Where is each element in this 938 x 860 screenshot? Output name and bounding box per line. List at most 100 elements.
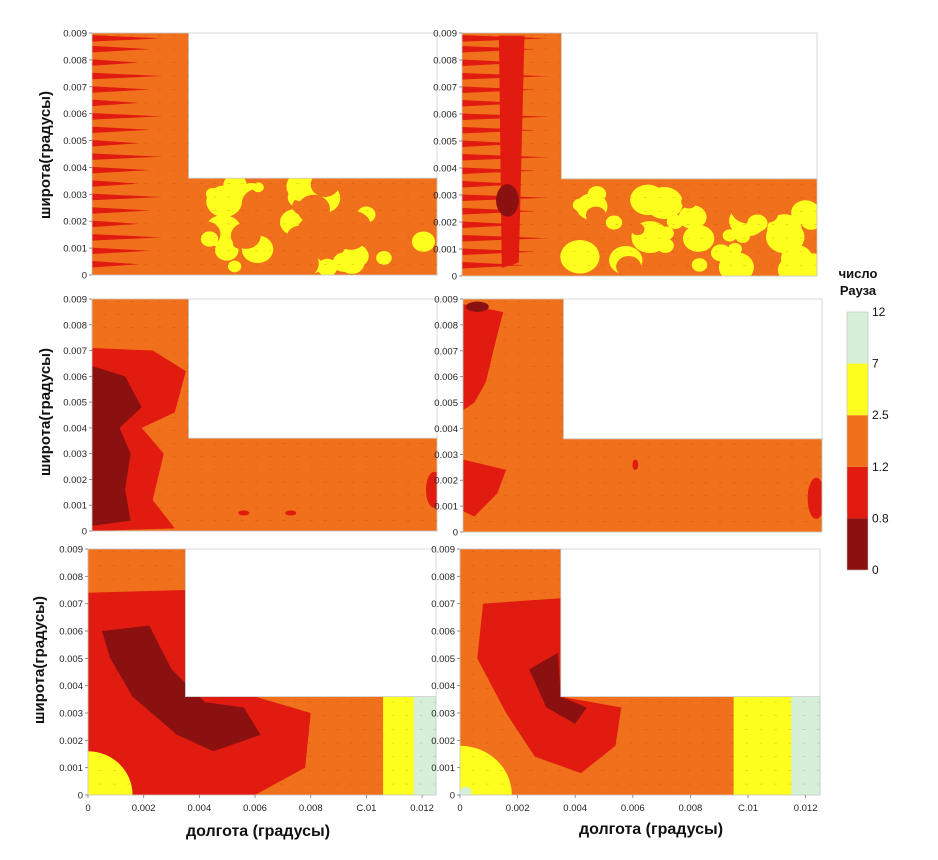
contour-patch — [605, 215, 623, 230]
y-tick-label: 0.006 — [434, 372, 458, 383]
contour-streak — [92, 180, 139, 187]
y-tick-label: 0.008 — [434, 320, 458, 331]
contour-streak — [92, 193, 161, 201]
contour-patch — [343, 187, 362, 203]
contour-patch — [666, 214, 684, 230]
y-tick-label: 0.003 — [59, 709, 83, 720]
contour-streak — [462, 99, 525, 107]
colorbar-tick-label: 12 — [872, 305, 886, 319]
y-axis-title-row3: широта(градусы) — [31, 596, 48, 724]
y-tick-label: 0.009 — [434, 295, 458, 306]
contour-patch — [722, 229, 737, 242]
y-tick-label: 0.007 — [63, 346, 87, 357]
y-tick-label: 0.006 — [63, 372, 87, 383]
x-tick-label: 0.004 — [563, 803, 587, 814]
contour-region — [465, 301, 489, 312]
y-tick-label: 0.007 — [431, 599, 455, 610]
contour-streak — [92, 59, 139, 66]
y-tick-label: 0.002 — [59, 736, 83, 747]
y-tick-label: 0.005 — [59, 654, 83, 665]
y-tick-label: 0 — [450, 791, 455, 802]
contour-region — [88, 751, 133, 795]
contour-patch — [280, 246, 319, 275]
panel-contours — [463, 299, 822, 532]
y-tick-label: 0.008 — [433, 56, 457, 67]
contour-streak — [462, 86, 536, 93]
contour-patch — [271, 233, 286, 246]
colorbar-title-line1: число — [839, 266, 878, 281]
contour-streak — [92, 126, 150, 134]
contour-region — [425, 471, 437, 508]
colorbar-tick-label: 2.5 — [872, 408, 889, 422]
x-tick-label: 0.012 — [794, 803, 818, 814]
y-tick-label: 0.005 — [431, 654, 455, 665]
contour-region — [463, 304, 504, 411]
y-tick-label: 0.006 — [431, 627, 455, 638]
y-tick-label: 0.009 — [63, 295, 87, 306]
x-tick-label: C.01 — [356, 803, 376, 814]
x-tick-label: 0.008 — [299, 803, 323, 814]
colorbar-tick-label: 0.8 — [872, 511, 889, 525]
y-tick-label: 0.009 — [431, 545, 455, 556]
contour-streak — [92, 153, 161, 160]
contour-streak — [92, 140, 139, 147]
x-tick-label: 0.012 — [410, 803, 434, 814]
x-tick-label: 0.006 — [243, 803, 267, 814]
contour-streak — [462, 45, 536, 53]
contour-patch — [376, 251, 392, 265]
colorbar-tick-label: 1.2 — [872, 460, 889, 474]
panel-contours — [460, 549, 820, 795]
contour-patch — [232, 238, 245, 249]
y-tick-label: 0 — [78, 791, 83, 802]
y-tick-label: 0.004 — [63, 423, 87, 434]
contour-streak — [92, 207, 150, 214]
colorbar-band — [847, 518, 868, 570]
colorbar-tick-label: 7 — [872, 357, 879, 371]
contour-streak — [462, 140, 525, 147]
contour-streak — [462, 126, 536, 134]
contour-streak — [92, 113, 161, 120]
contour-region — [92, 366, 142, 526]
x-axis-title-left: долгота (градусы) — [186, 823, 330, 840]
colorbar-outline — [846, 311, 869, 571]
contour-region — [460, 745, 512, 795]
contour-patch — [560, 240, 600, 274]
y-tick-label: 0.007 — [433, 83, 457, 94]
y-tick-label: 0.003 — [431, 709, 455, 720]
y-axis-title-row2: широта(градусы) — [37, 348, 54, 476]
contour-region — [529, 652, 587, 724]
contour-streak — [462, 248, 536, 255]
y-tick-label: 0.001 — [63, 501, 87, 512]
contour-patch — [411, 231, 436, 252]
contour-patch — [215, 240, 239, 261]
contour-patch — [400, 181, 433, 210]
y-tick-label: 0.005 — [434, 398, 458, 409]
y-tick-label: 0.002 — [431, 736, 455, 747]
y-tick-label: 0.003 — [434, 450, 458, 461]
contour-streak — [462, 59, 525, 66]
y-tick-label: 0.005 — [63, 398, 87, 409]
y-tick-label: 0.008 — [431, 572, 455, 583]
panels-grid: 0 0.001 0.002 0.003 0.004 0.005 0.006 0.007 0.00… — [59, 29, 823, 814]
y-tick-label: 0.007 — [59, 599, 83, 610]
contour-patch — [799, 253, 817, 276]
y-axis-title-row1: широта(градусы) — [37, 91, 54, 219]
x-tick-label: 0 — [85, 803, 90, 814]
contour-patch — [332, 252, 356, 272]
x-axis-title-right: долгота (градусы) — [579, 821, 723, 838]
y-tick-label: 0.001 — [59, 763, 83, 774]
contour-streak — [92, 99, 139, 107]
x-tick-label: 0.002 — [506, 803, 530, 814]
y-tick-label: 0.003 — [433, 191, 457, 202]
y-tick-label: 0.001 — [434, 502, 458, 513]
contour-patch — [297, 215, 333, 247]
y-tick-label: 0.006 — [433, 110, 457, 121]
contour-patch — [585, 206, 607, 224]
contour-streak — [92, 247, 150, 255]
y-tick-label: 0.002 — [63, 475, 87, 486]
contour-streak — [92, 261, 139, 268]
contour-region — [460, 786, 472, 795]
y-tick-label: 0.005 — [63, 136, 87, 147]
contour-patch — [241, 188, 277, 219]
